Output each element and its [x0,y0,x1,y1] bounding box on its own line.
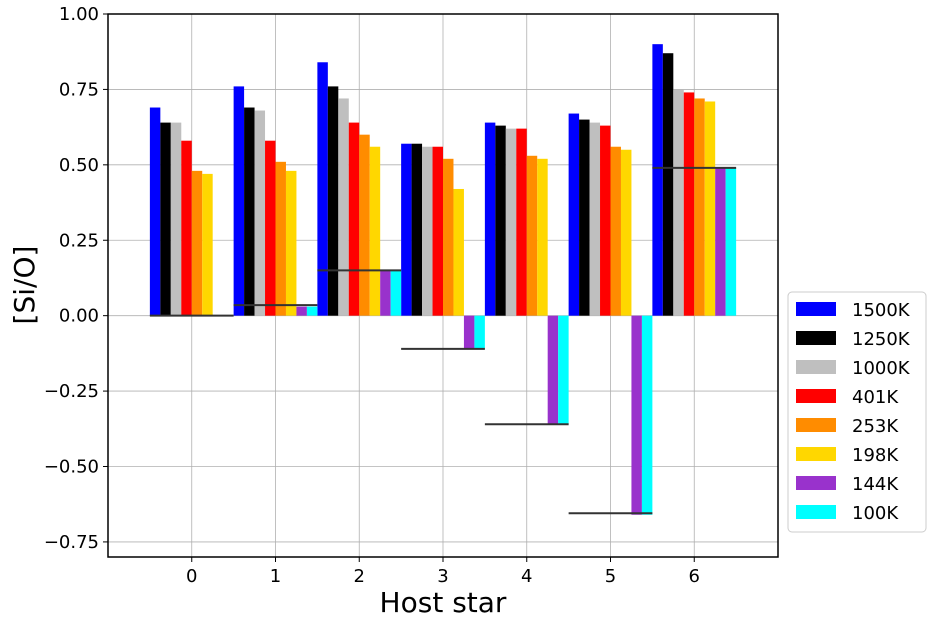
bar [547,315,559,425]
y-tick-label: 0.75 [59,79,99,100]
x-tick-label: 5 [605,566,616,587]
legend-swatch [796,476,836,490]
bar [181,140,192,316]
legend-swatch [796,360,836,374]
bar [327,86,339,316]
legend-label: 198K [852,445,899,466]
bar [631,315,642,515]
bar [432,146,443,316]
bar [463,315,475,349]
bar [369,146,381,316]
legend: 1500K 1250K 1000K 401K 253K 198K 144K 100K [787,291,927,533]
bar [474,315,485,349]
bar [453,188,464,316]
bar [505,128,517,316]
bar [673,89,684,316]
legend-swatch [796,389,836,403]
x-tick-label: 4 [521,566,532,587]
bar [244,107,255,316]
bar [233,86,245,316]
bar [704,101,716,316]
bar [338,98,349,316]
bar [202,173,213,316]
bar [526,155,538,316]
x-tick-label: 6 [689,566,700,587]
bar [579,119,590,316]
legend-label: 253K [852,416,899,437]
bar [348,122,360,316]
bar [568,113,580,316]
legend-label: 1500K [852,300,911,321]
y-tick-label: 0.00 [59,306,99,327]
bar [641,315,653,515]
bar [725,167,737,316]
bar [359,134,370,316]
bar [160,122,171,316]
legend-label: 1000K [852,358,911,379]
bar [652,44,663,316]
bar [296,306,307,316]
y-tick-label: 1.00 [59,4,99,25]
legend-label: 100K [852,503,899,524]
bar [683,92,695,316]
bar [600,125,611,316]
y-tick-label: 0.50 [59,155,99,176]
legend-label: 144K [852,474,899,495]
legend-label: 1250K [852,329,911,350]
reference-lines [149,166,737,515]
y-tick-label: −0.75 [44,532,99,553]
bar [390,270,402,316]
bar [620,149,632,316]
bar [411,143,423,316]
legend-swatch [796,331,836,345]
bar [380,270,391,316]
y-axis-label: [Si/O] [8,246,41,325]
legend-swatch [796,447,836,461]
legend-swatch [796,302,836,316]
legend-swatch [796,505,836,519]
bar [306,306,318,316]
bar [516,128,527,316]
y-tick-label: −0.25 [44,381,99,402]
bar [558,315,569,425]
x-tick-label: 3 [437,566,448,587]
legend-frame [787,291,927,533]
bar [317,62,328,316]
bar [715,167,726,316]
bar [275,161,286,316]
bar [191,170,203,316]
legend-label: 401K [852,387,899,408]
bar [254,110,266,316]
x-tick-label: 2 [354,566,365,587]
bar [170,122,182,316]
bar [694,98,705,316]
y-tick-label: −0.50 [44,457,99,478]
bar [662,53,674,316]
bar [443,158,454,316]
x-axis-label: Host star [380,586,507,619]
bar [265,140,276,316]
y-axis: −0.75 −0.50 −0.25 0.00 0.25 0.50 0.75 1.00 [44,4,108,553]
x-tick-label: 0 [186,566,197,587]
bar [589,122,601,316]
bar [422,146,433,316]
y-tick-label: 0.25 [59,230,99,251]
x-axis: 0 1 2 3 4 5 6 [186,557,700,587]
bar [285,170,297,316]
bars [149,44,737,515]
bar [401,143,412,316]
bar [495,125,506,316]
legend-swatch [796,418,836,432]
bar [149,107,161,316]
bar [537,158,548,316]
x-tick-label: 1 [270,566,281,587]
bar [484,122,496,316]
bar [610,146,621,316]
